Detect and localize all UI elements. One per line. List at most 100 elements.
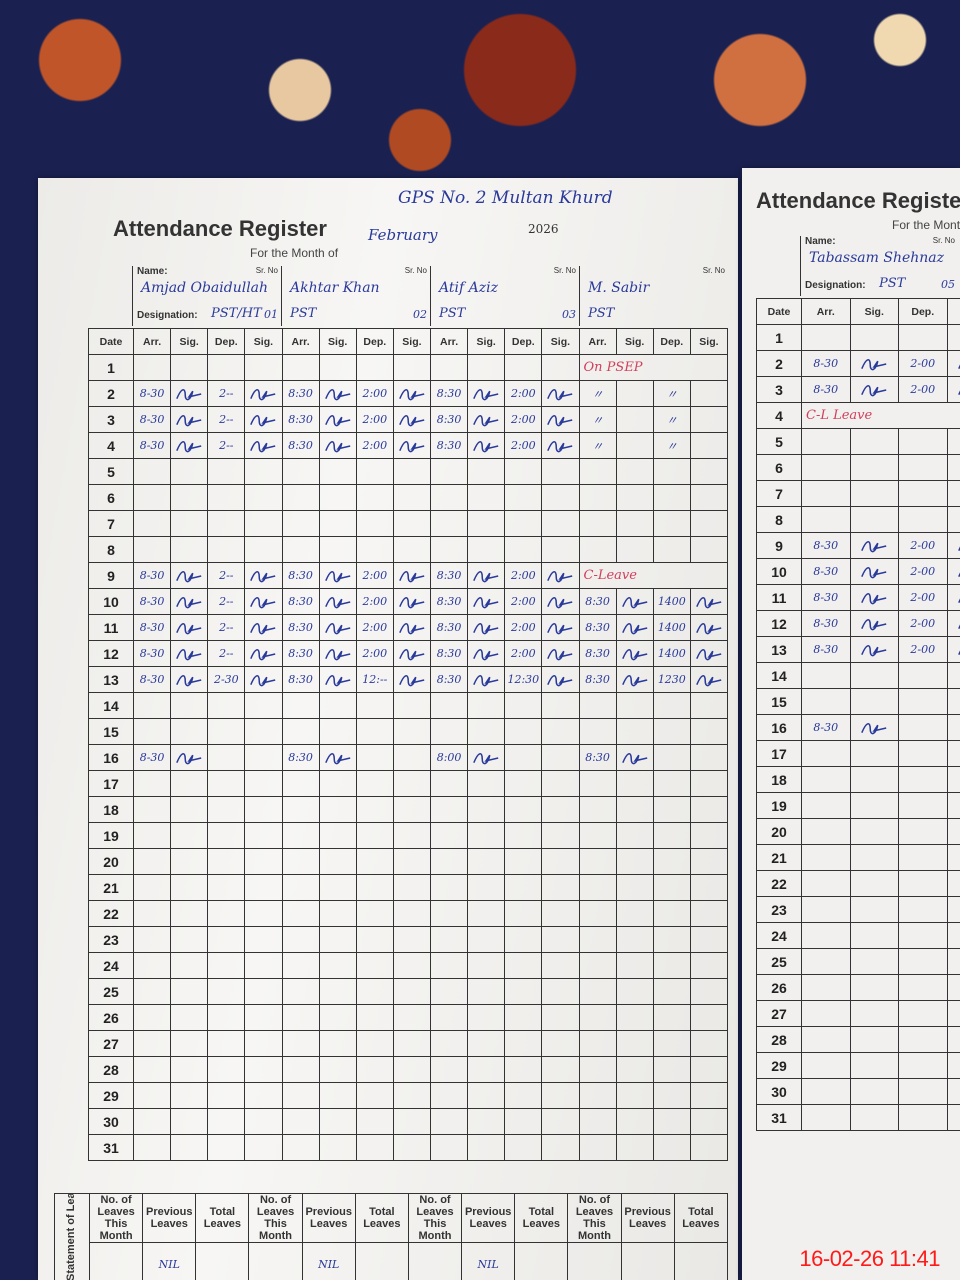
empty-cell (355, 510, 394, 537)
date-row: 1 On PSEP (88, 354, 728, 381)
empty-cell (541, 900, 580, 927)
empty-cell (429, 978, 469, 1005)
arrival-signature (849, 636, 899, 663)
date-row: 9 8-30 2-- 8:30 2:00 8:30 2:00 C-Leave (88, 562, 728, 589)
empty-cell (170, 1134, 209, 1161)
arrival-time: 〃 (578, 432, 617, 459)
date-row: 2 8-30 2-- 8:30 2:00 8:30 2:00 〃 〃 (88, 380, 729, 407)
departure-signature (392, 562, 432, 589)
date-row: 8 (756, 506, 960, 533)
signature-mark (399, 648, 425, 660)
empty-cell (946, 1104, 960, 1131)
date-cell: 14 (88, 692, 134, 719)
empty-cell (467, 1056, 506, 1083)
empty-cell (578, 978, 617, 1005)
previous-leaves-header: Previous Leaves (142, 1193, 197, 1243)
empty-cell (467, 874, 506, 901)
empty-cell (849, 818, 899, 845)
empty-cell (689, 1056, 729, 1083)
empty-cell (504, 692, 543, 719)
statement-value-row: NIL NIL NIL (55, 1242, 729, 1280)
empty-cell (244, 796, 283, 823)
empty-cell (318, 510, 357, 537)
employee-designation: PST (439, 306, 466, 321)
departure-signature (541, 432, 580, 459)
date-cell: 22 (88, 900, 134, 927)
empty-cell (652, 926, 691, 953)
date-row: 19 (88, 822, 729, 849)
sig-header: Sig. (170, 328, 209, 355)
employee-designation: PST (879, 276, 906, 291)
empty-cell (504, 510, 543, 537)
empty-cell (244, 536, 283, 563)
empty-cell (801, 324, 851, 351)
date-cell: 14 (756, 662, 802, 689)
empty-cell (318, 536, 357, 563)
empty-cell (170, 770, 209, 797)
signature-mark (324, 596, 351, 608)
arrival-time: 8-30 (132, 406, 172, 433)
date-row: 16 8-30 8:30 8:00 8:30 (88, 744, 729, 771)
empty-cell (578, 874, 617, 901)
date-row: 16 8-30 (756, 714, 960, 741)
date-row: 18 (756, 766, 960, 793)
empty-cell (207, 458, 246, 485)
departure-time: 2:00 (355, 406, 394, 433)
empty-cell (578, 822, 617, 849)
empty-cell (898, 896, 948, 923)
leaves-this-month-value (88, 1242, 144, 1280)
date-cell: 9 (756, 532, 802, 559)
signature-mark (473, 752, 499, 764)
departure-signature (541, 380, 580, 407)
empty-cell (281, 1108, 320, 1135)
date-cell: 6 (88, 484, 134, 511)
date-cell: 1 (756, 324, 802, 351)
empty-cell (946, 1052, 960, 1079)
departure-time: 1230 (652, 666, 691, 693)
dep-header: Dep. (207, 328, 246, 355)
arrival-signature (849, 714, 899, 741)
empty-cell (244, 484, 283, 511)
arrival-time: 8-30 (801, 584, 851, 611)
signature-mark (250, 622, 276, 634)
employee-name: Tabassam Shehnaz (809, 250, 944, 266)
empty-cell (652, 952, 691, 979)
signature-mark (861, 644, 887, 656)
empty-cell (281, 952, 320, 979)
empty-cell (689, 458, 729, 485)
empty-cell (578, 1004, 617, 1031)
arrival-time: 8:30 (578, 666, 617, 693)
empty-cell (392, 952, 432, 979)
signature-mark (176, 570, 202, 582)
empty-cell (244, 1082, 283, 1109)
empty-cell (898, 428, 948, 455)
empty-cell (281, 848, 320, 875)
signature-mark (958, 390, 960, 395)
empty-cell (392, 718, 432, 745)
empty-cell (429, 796, 469, 823)
empty-cell (244, 510, 283, 537)
empty-cell (392, 1056, 432, 1083)
empty-cell (898, 1026, 948, 1053)
arrival-time: 8-30 (132, 640, 172, 667)
empty-cell (615, 1056, 654, 1083)
empty-cell (207, 1082, 246, 1109)
arrival-signature (615, 666, 654, 693)
empty-cell (467, 1004, 506, 1031)
date-cell: 30 (756, 1078, 802, 1105)
empty-cell (849, 454, 899, 481)
arrival-time: 8:30 (578, 614, 617, 641)
empty-cell (170, 952, 209, 979)
empty-cell (898, 870, 948, 897)
empty-cell (170, 458, 209, 485)
empty-cell (318, 900, 357, 927)
arrival-time: 8:00 (429, 744, 469, 771)
date-row: 27 (756, 1000, 960, 1027)
empty-cell (898, 922, 948, 949)
date-cell: 5 (756, 428, 802, 455)
empty-cell (281, 1004, 320, 1031)
empty-cell (170, 510, 209, 537)
empty-cell (281, 692, 320, 719)
empty-cell (244, 1030, 283, 1057)
empty-cell (849, 1026, 899, 1053)
